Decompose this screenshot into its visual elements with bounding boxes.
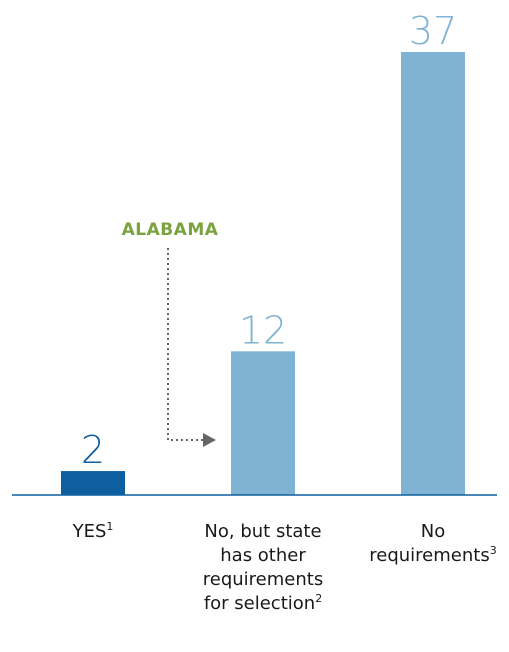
- category-label-3: No requirements3: [369, 521, 496, 566]
- bar-3: [401, 52, 465, 495]
- data-label-2: 12: [239, 308, 287, 352]
- category-label-2: No, but state has other requirements for se…: [203, 521, 323, 614]
- value-labels-layer: 2 12 37: [81, 9, 457, 472]
- category-label-1: YES1: [72, 520, 114, 542]
- bars-layer: [61, 52, 465, 495]
- data-label-3: 37: [409, 9, 457, 53]
- annotation-layer: ALABAMA: [122, 220, 219, 447]
- data-label-1: 2: [81, 428, 105, 472]
- annotation-arrow-head: [203, 433, 216, 447]
- bar-1: [61, 471, 125, 495]
- annotation-arrow-line: [167, 248, 204, 441]
- bar-2: [231, 351, 295, 495]
- annotation-label: ALABAMA: [122, 220, 219, 240]
- category-labels-layer: YES1 No, but state has other requirements fo…: [72, 520, 497, 614]
